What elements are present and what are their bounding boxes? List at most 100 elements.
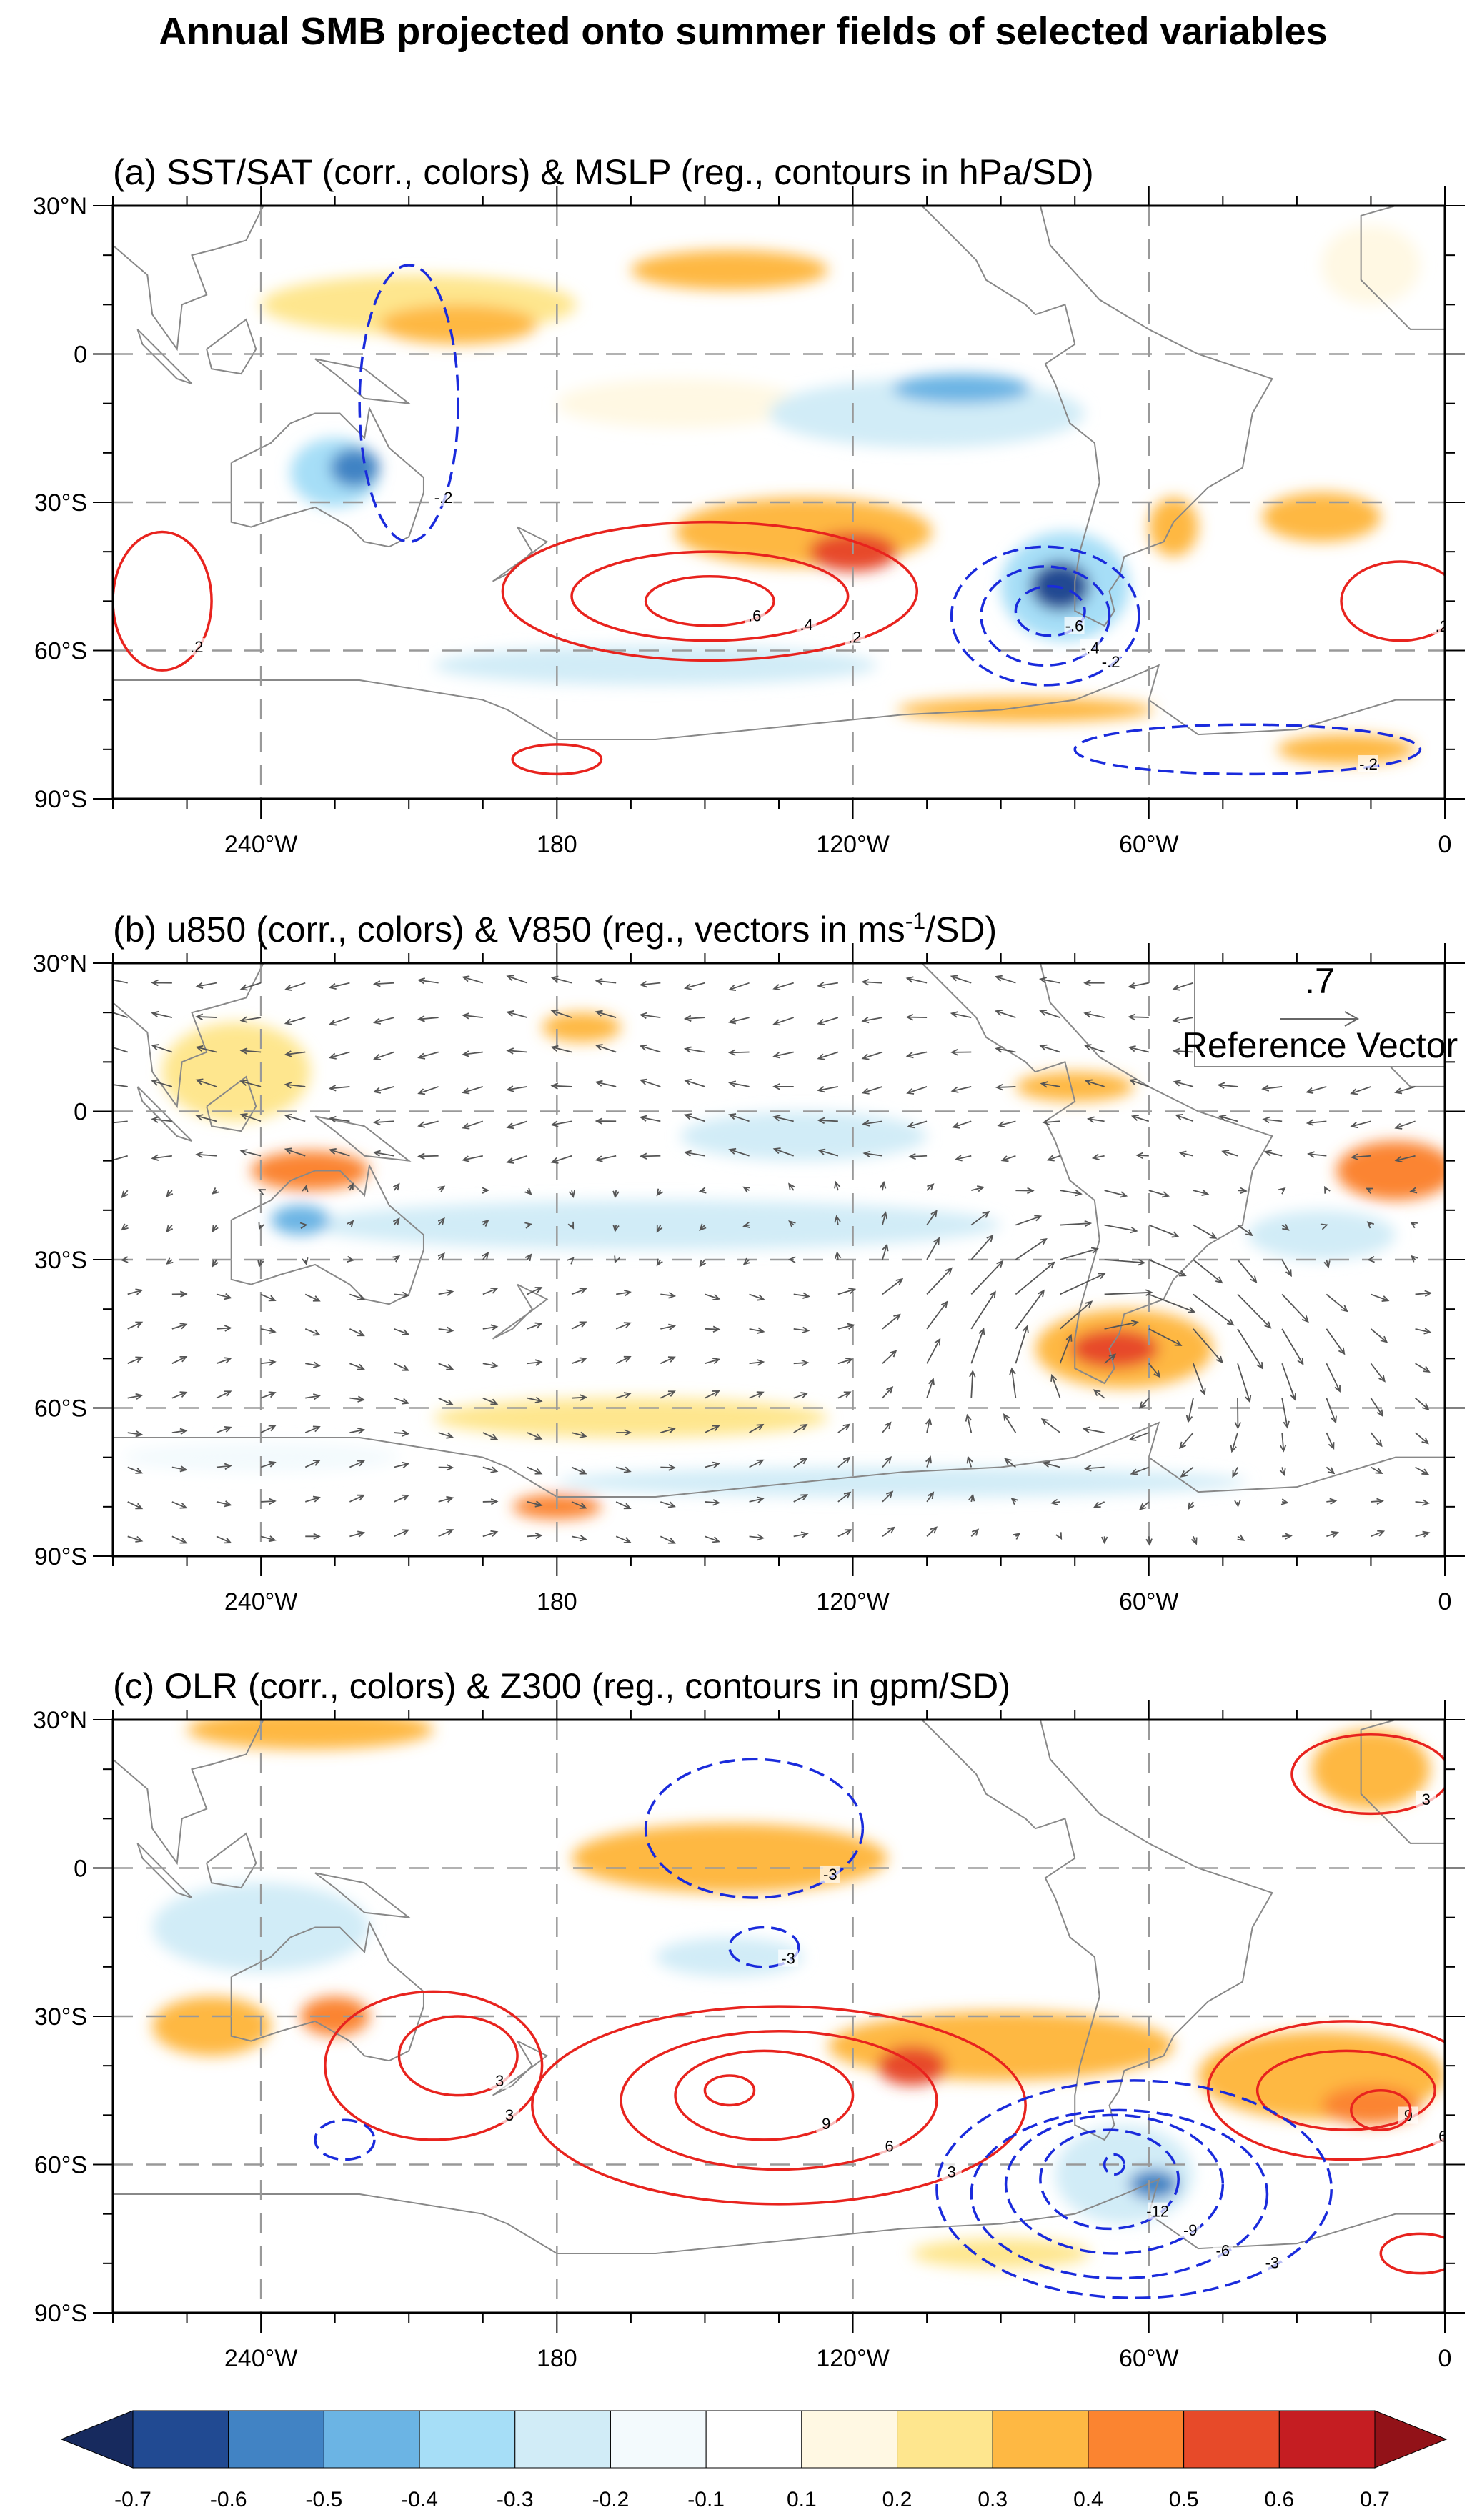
wind-arrow <box>1193 1363 1206 1396</box>
wind-arrow <box>882 1421 892 1433</box>
contour-label-bg <box>1100 652 1121 670</box>
wind-arrow <box>284 1017 306 1025</box>
contour-label: -.2 <box>434 489 453 507</box>
wind-arrow <box>1138 1501 1150 1510</box>
coastline-australia <box>230 406 424 548</box>
field-anomaly <box>1148 497 1198 557</box>
positive-contour <box>1379 2232 1445 2275</box>
contour-label: 6 <box>885 2137 894 2155</box>
wind-arrow <box>212 1225 219 1233</box>
wind-arrow <box>660 1323 677 1330</box>
wind-arrow <box>906 1086 928 1095</box>
wind-arrow <box>683 1046 705 1053</box>
contour-label-bg <box>778 1949 799 1967</box>
negative-contour <box>1014 584 1086 637</box>
contour-label: .4 <box>800 616 812 634</box>
lat-tick-label: 90°S <box>34 1543 87 1570</box>
lon-tick-label: 180 <box>537 831 577 858</box>
wind-arrow <box>1326 1363 1341 1393</box>
contour-label-bg <box>820 1865 840 1883</box>
colorbar-box <box>1278 2410 1376 2469</box>
coastline-asia <box>113 963 264 1109</box>
wind-arrow <box>347 1220 354 1228</box>
negative-contour <box>358 264 460 544</box>
wind-arrow <box>970 1528 980 1537</box>
field-anomaly <box>162 1022 311 1122</box>
wind-arrow <box>817 1017 839 1025</box>
wind-arrow <box>127 1466 144 1474</box>
wind-arrow <box>260 1327 277 1335</box>
wind-arrow <box>1415 1499 1430 1506</box>
wind-arrow <box>438 1432 454 1439</box>
wind-arrow <box>615 1501 632 1510</box>
wind-arrow <box>1193 1328 1223 1364</box>
wind-arrow <box>1135 1152 1149 1160</box>
negative-contour <box>1103 2153 1126 2176</box>
coastline-newzealand <box>492 526 549 582</box>
wind-arrow <box>438 1363 454 1370</box>
wind-arrow <box>793 1292 810 1299</box>
wind-arrow <box>1409 1187 1418 1194</box>
colorbar-min-triangle <box>60 2410 134 2469</box>
wind-arrow <box>1086 1116 1105 1123</box>
wind-arrow <box>1218 1115 1238 1122</box>
wind-arrow <box>1281 1293 1309 1323</box>
positive-contour <box>511 743 603 776</box>
positive-contour <box>1350 2089 1412 2131</box>
wind-arrow <box>462 1086 484 1095</box>
wind-arrow <box>1279 1433 1287 1453</box>
field-anomaly <box>630 250 829 290</box>
field-anomaly <box>680 1111 928 1161</box>
contour-label-bg <box>1080 639 1100 657</box>
wind-arrow <box>216 1500 232 1508</box>
wind-arrow <box>614 1255 621 1264</box>
wind-arrow <box>212 1187 219 1195</box>
positive-contour <box>1255 2049 1436 2131</box>
wind-arrow <box>772 1115 794 1122</box>
wind-arrow <box>349 1328 365 1337</box>
wind-arrow <box>1370 1328 1388 1343</box>
wind-arrow <box>1060 1273 1106 1295</box>
field-anomaly <box>542 1012 622 1042</box>
positive-contour <box>113 530 213 672</box>
wind-arrow <box>127 1288 144 1295</box>
wind-arrow <box>1040 1418 1061 1433</box>
wind-arrow <box>861 978 883 986</box>
negative-contour <box>980 565 1111 667</box>
wind-arrow <box>1060 1190 1083 1197</box>
wind-arrow <box>683 982 705 990</box>
wind-arrow <box>970 1211 990 1226</box>
wind-arrow <box>195 1151 217 1158</box>
contour-label-bg <box>1064 617 1085 634</box>
lon-tick-label: 180 <box>537 1588 577 1615</box>
wind-arrow <box>817 1148 839 1157</box>
wind-arrow <box>417 1152 439 1160</box>
wind-arrow <box>1237 1293 1272 1329</box>
lon-tick-label: 60°W <box>1119 831 1179 858</box>
coastline-borneo <box>206 318 257 375</box>
wind-arrow <box>788 1256 796 1263</box>
wind-arrow <box>615 1392 632 1399</box>
panel-title-end: /SD) <box>925 910 997 950</box>
wind-arrow <box>524 1187 532 1195</box>
wind-arrow <box>438 1495 454 1503</box>
wind-arrow <box>1237 1534 1245 1541</box>
wind-arrow <box>1281 1259 1292 1278</box>
wind-arrow <box>462 1012 483 1020</box>
wind-arrow <box>793 1423 808 1433</box>
wind-arrow <box>127 1430 144 1438</box>
wind-arrow <box>482 1324 499 1331</box>
positive-contour <box>674 2049 855 2141</box>
contour-label-bg <box>1148 2202 1168 2220</box>
colorbar-label: 0.7 <box>1360 2488 1390 2511</box>
lat-tick-label: 90°S <box>34 2300 87 2327</box>
wind-arrow <box>506 1010 528 1018</box>
negative-contour <box>1039 2128 1180 2231</box>
wind-arrow <box>482 1498 499 1505</box>
wind-arrow <box>113 1009 128 1018</box>
wind-arrow <box>639 1044 661 1053</box>
wind-arrow <box>861 1086 883 1095</box>
wind-arrow <box>1193 1224 1218 1239</box>
lat-tick-label: 30°S <box>34 489 87 517</box>
wind-arrow <box>165 1257 174 1265</box>
